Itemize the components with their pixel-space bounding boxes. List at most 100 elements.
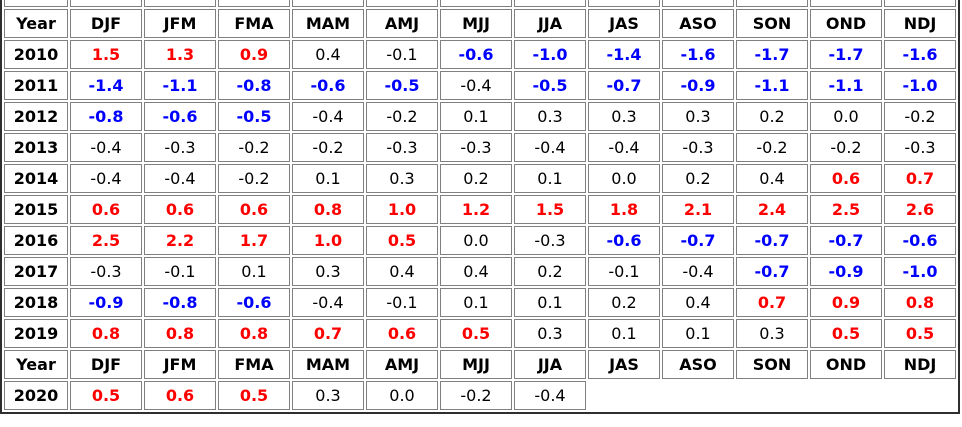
value-cell: 0.1 — [292, 164, 364, 193]
cut-cell — [218, 0, 290, 7]
value-cell: -1.7 — [736, 40, 808, 69]
value-cell: 0.6 — [810, 164, 882, 193]
cut-cell — [144, 0, 216, 7]
value-cell: -1.1 — [810, 71, 882, 100]
value-cell: -1.1 — [736, 71, 808, 100]
value-cell: -0.7 — [588, 71, 660, 100]
value-cell: 0.2 — [736, 102, 808, 131]
value-cell: -0.2 — [736, 133, 808, 162]
month-column-header: MAM — [292, 350, 364, 379]
value-cell: 0.5 — [218, 381, 290, 410]
value-cell: 0.3 — [736, 319, 808, 348]
value-cell: -0.4 — [662, 257, 734, 286]
year-cell: 2012 — [4, 102, 68, 131]
value-cell: -0.2 — [366, 102, 438, 131]
year-column-header: Year — [4, 9, 68, 38]
cut-cell — [70, 0, 142, 7]
cut-cell — [810, 0, 882, 7]
value-cell: -1.1 — [144, 71, 216, 100]
data-row-2018: 2018 -0.9 -0.8 -0.6 -0.4 -0.1 0.1 0.1 0.2 0.4 0.7 0… — [4, 288, 956, 317]
month-column-header: ASO — [662, 350, 734, 379]
value-cell: 0.5 — [70, 381, 142, 410]
month-column-header: JAS — [588, 9, 660, 38]
value-cell: 0.0 — [366, 381, 438, 410]
value-cell: 0.1 — [662, 319, 734, 348]
value-cell: 2.5 — [70, 226, 142, 255]
value-cell: 0.1 — [514, 164, 586, 193]
data-row-2019: 2019 0.8 0.8 0.8 0.7 0.6 0.5 0.3 0.1 0.1 0.3 0.5 0.5 — [4, 319, 956, 348]
month-column-header: ASO — [662, 9, 734, 38]
value-cell: -0.3 — [440, 133, 512, 162]
value-cell: -0.4 — [514, 133, 586, 162]
value-cell: 0.0 — [810, 102, 882, 131]
year-column-header: Year — [4, 350, 68, 379]
value-cell: 0.6 — [70, 195, 142, 224]
value-cell: 2.6 — [884, 195, 956, 224]
month-column-header: OND — [810, 9, 882, 38]
year-cell: 2020 — [4, 381, 68, 410]
value-cell: 0.7 — [736, 288, 808, 317]
value-cell: -0.2 — [884, 102, 956, 131]
value-cell: 0.5 — [366, 226, 438, 255]
value-cell: 0.4 — [440, 257, 512, 286]
value-cell: -0.3 — [144, 133, 216, 162]
value-cell: -0.8 — [144, 288, 216, 317]
value-cell: -0.6 — [440, 40, 512, 69]
value-cell: 0.7 — [884, 164, 956, 193]
value-cell: -0.2 — [218, 164, 290, 193]
value-cell: 0.2 — [662, 164, 734, 193]
value-cell: 2.2 — [144, 226, 216, 255]
value-cell: 0.1 — [218, 257, 290, 286]
value-cell: -0.7 — [810, 226, 882, 255]
value-cell: -1.6 — [884, 40, 956, 69]
cut-cell — [662, 0, 734, 7]
value-cell: 1.8 — [588, 195, 660, 224]
value-cell: 0.3 — [662, 102, 734, 131]
value-cell: 1.5 — [514, 195, 586, 224]
value-cell: -0.3 — [70, 257, 142, 286]
cut-cell — [736, 0, 808, 7]
value-cell: 1.0 — [366, 195, 438, 224]
value-cell: -0.4 — [292, 102, 364, 131]
value-cell: 0.6 — [366, 319, 438, 348]
month-column-header: AMJ — [366, 350, 438, 379]
value-cell: -0.4 — [440, 71, 512, 100]
data-row-2013: 2013 -0.4 -0.3 -0.2 -0.2 -0.3 -0.3 -0.4 -0.4 -0.3… — [4, 133, 956, 162]
value-cell: 0.2 — [588, 288, 660, 317]
year-cell: 2015 — [4, 195, 68, 224]
value-cell: 1.7 — [218, 226, 290, 255]
value-cell: -0.4 — [70, 164, 142, 193]
cut-cell — [440, 0, 512, 7]
year-cell: 2013 — [4, 133, 68, 162]
value-cell: 0.3 — [588, 102, 660, 131]
value-cell: -0.7 — [736, 257, 808, 286]
value-cell: -1.4 — [588, 40, 660, 69]
value-cell: -0.2 — [218, 133, 290, 162]
month-column-header: FMA — [218, 9, 290, 38]
month-column-header: NDJ — [884, 9, 956, 38]
value-cell: 2.5 — [810, 195, 882, 224]
value-cell: -0.1 — [588, 257, 660, 286]
value-cell: -0.3 — [662, 133, 734, 162]
value-cell: -0.3 — [884, 133, 956, 162]
value-cell: -1.7 — [810, 40, 882, 69]
value-cell: -0.6 — [292, 71, 364, 100]
value-cell: -0.2 — [292, 133, 364, 162]
value-cell: -0.1 — [366, 40, 438, 69]
value-cell: -0.9 — [70, 288, 142, 317]
value-cell: 2.1 — [662, 195, 734, 224]
value-cell: 0.1 — [588, 319, 660, 348]
year-cell: 2016 — [4, 226, 68, 255]
value-cell: -0.9 — [662, 71, 734, 100]
month-column-header: MAM — [292, 9, 364, 38]
header-row: Year DJF JFM FMA MAM AMJ MJJ JJA JAS ASO SON OND NDJ — [4, 9, 956, 38]
value-cell: -0.5 — [218, 102, 290, 131]
cut-row — [4, 0, 956, 7]
value-cell: 0.3 — [292, 257, 364, 286]
value-cell: 0.7 — [292, 319, 364, 348]
month-column-header: DJF — [70, 350, 142, 379]
value-cell: -0.1 — [144, 257, 216, 286]
value-cell: 0.2 — [514, 257, 586, 286]
value-cell: -1.4 — [70, 71, 142, 100]
value-cell: -0.4 — [588, 133, 660, 162]
